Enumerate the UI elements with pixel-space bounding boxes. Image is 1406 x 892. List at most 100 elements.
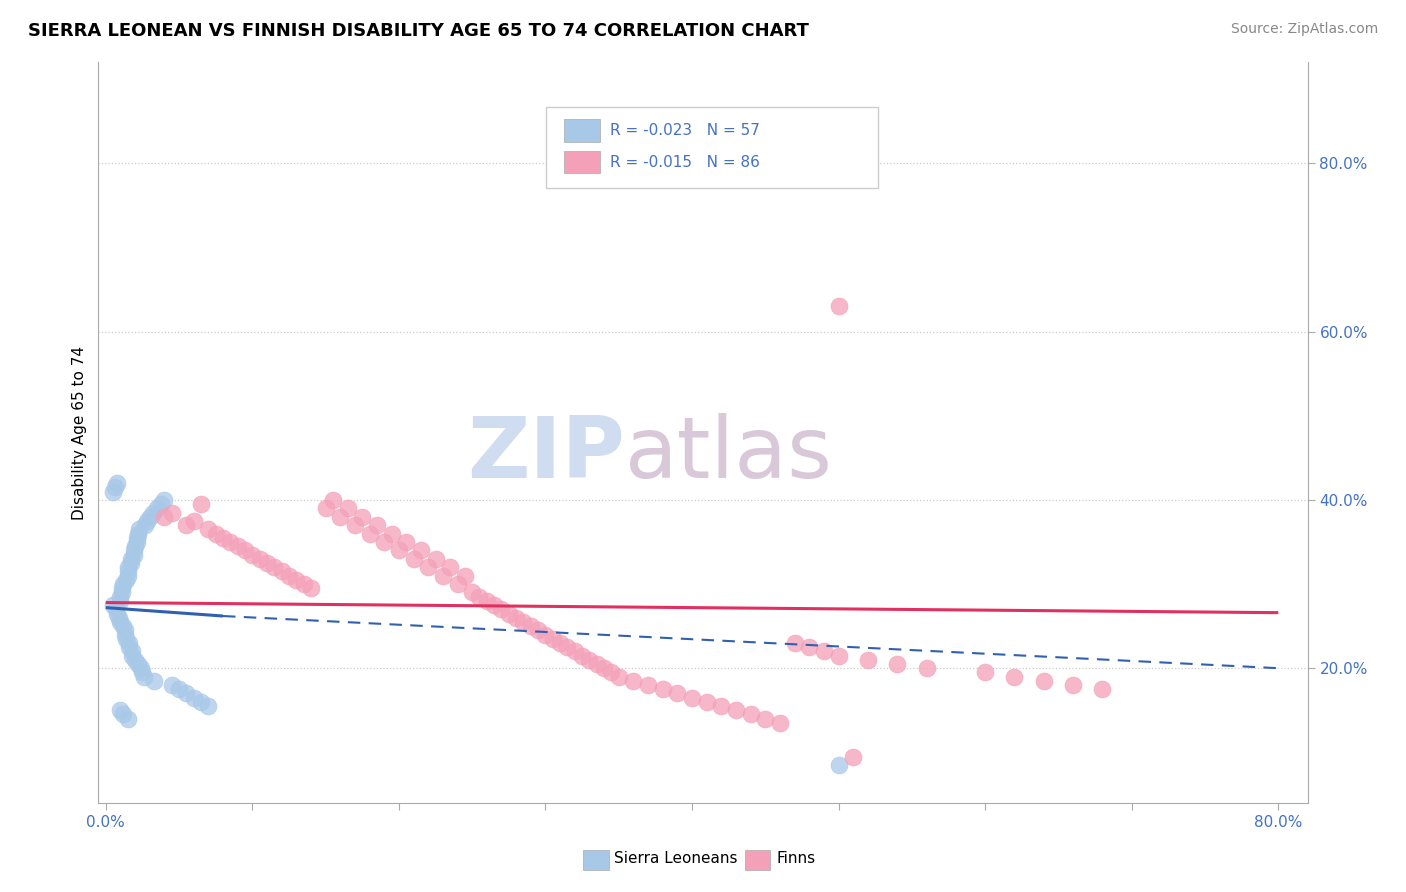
Point [336,501,359,516]
Point [799,640,821,655]
Point [118,640,141,655]
Point [475,594,498,608]
Point [578,653,600,667]
Point [418,560,440,574]
Point [120,556,142,570]
Point [827,758,849,772]
Point [564,644,586,658]
Point [621,673,644,688]
Point [160,506,183,520]
Point [226,539,249,553]
Point [278,568,301,582]
Point [842,749,865,764]
Point [103,480,125,494]
Point [249,551,271,566]
Point [112,707,135,722]
Point [270,565,292,579]
Point [125,531,148,545]
Point [886,657,908,671]
Point [127,657,149,671]
Point [197,699,219,714]
Point [498,607,520,621]
Point [125,535,148,549]
Point [117,712,139,726]
Point [710,699,733,714]
Point [197,522,219,536]
Point [256,556,278,570]
Point [637,678,659,692]
Point [134,518,156,533]
Point [110,594,132,608]
Point [299,581,322,595]
Point [117,560,139,574]
Point [122,548,145,562]
Point [827,300,849,314]
Point [541,632,564,646]
Point [454,568,477,582]
Point [176,686,198,700]
Point [607,670,630,684]
Point [754,712,776,726]
Point [1032,673,1054,688]
Point [856,653,879,667]
Point [366,518,388,533]
Text: Source: ZipAtlas.com: Source: ZipAtlas.com [1230,22,1378,37]
Point [110,590,132,604]
Point [343,518,366,533]
Point [388,543,411,558]
Point [827,648,849,663]
Point [600,665,623,680]
Point [114,627,136,641]
Point [128,522,150,536]
Point [696,695,718,709]
FancyBboxPatch shape [564,152,600,173]
Point [101,484,124,499]
Point [315,501,337,516]
Point [491,602,513,616]
Point [127,526,149,541]
Point [131,665,153,680]
Point [176,518,198,533]
Point [129,661,152,675]
FancyBboxPatch shape [546,107,879,188]
Point [107,476,129,491]
Text: atlas: atlas [624,413,832,496]
Point [111,585,134,599]
Point [132,670,155,684]
Point [160,678,183,692]
Point [212,531,235,545]
Point [153,492,176,507]
Point [114,624,136,638]
Point [183,514,205,528]
Point [329,509,352,524]
Point [135,514,157,528]
Point [118,636,141,650]
Point [915,661,938,675]
Point [585,657,607,671]
Point [1091,682,1114,697]
Point [146,501,169,516]
Point [505,610,527,624]
Point [112,619,135,633]
Point [219,535,242,549]
Point [150,497,173,511]
Text: ZIP: ZIP [467,413,624,496]
Point [557,640,579,655]
Point [285,573,308,587]
Point [520,619,543,633]
Point [813,644,835,658]
Point [292,577,315,591]
Point [108,610,131,624]
Point [120,551,142,566]
Point [204,526,226,541]
Point [425,551,447,566]
Point [153,509,176,524]
Point [110,615,132,629]
Point [101,598,124,612]
Point [142,506,165,520]
Text: SIERRA LEONEAN VS FINNISH DISABILITY AGE 65 TO 74 CORRELATION CHART: SIERRA LEONEAN VS FINNISH DISABILITY AGE… [28,22,808,40]
Point [117,565,139,579]
Point [402,551,425,566]
Point [124,539,146,553]
Text: Finns: Finns [776,852,815,866]
